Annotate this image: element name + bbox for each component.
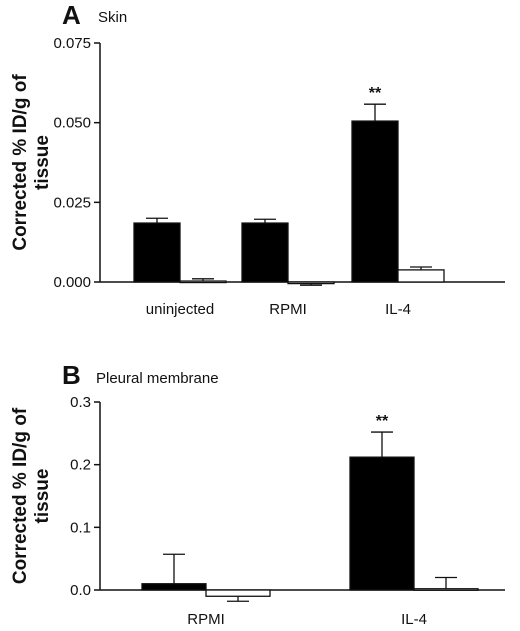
panel-b-letter: B (62, 360, 81, 390)
panel-b-significance-marker: ** (376, 413, 389, 430)
panel-b-y-tick-label: 0.2 (70, 457, 91, 474)
panel-b-bar-il-4-s2 (413, 588, 479, 591)
panel-b-bar-rpmi-s1 (141, 583, 207, 591)
panel-b-y-tick-label: 0.1 (70, 519, 91, 536)
panel-a-category-label-uninjected: uninjected (146, 301, 214, 318)
panel-b-ylabel: Corrected % ID/g oftissue (10, 407, 53, 584)
panel-a-y-tick-label: 0.050 (53, 115, 91, 132)
panel-a-significance-marker: ** (369, 85, 382, 102)
panel-a-ylabel: Corrected % ID/g oftissue (10, 74, 53, 251)
panel-a-bar-rpmi-s1 (241, 222, 289, 283)
panel-b-bar-rpmi-s2 (205, 589, 271, 597)
panel-a-bar-uninjected-s2 (179, 280, 227, 284)
panel-b-y-tick-label: 0.3 (70, 394, 91, 411)
panel-a-bar-il-4-s2 (397, 269, 445, 283)
panel-b-title: Pleural membrane (96, 370, 219, 387)
panel-b-bar-il-4-s1 (349, 456, 415, 591)
panel-a-y-tick-label: 0.075 (53, 35, 91, 52)
panel-a-bar-rpmi-s2 (287, 281, 335, 285)
panel-a-category-label-rpmi: RPMI (269, 301, 307, 318)
panel-a-y-tick-label: 0.025 (53, 194, 91, 211)
panel-a-letter: A (62, 0, 81, 30)
panel-a-title: Skin (98, 9, 127, 26)
panel-b-category-label-rpmi: RPMI (187, 611, 225, 628)
panel-a-bar-uninjected-s1 (133, 222, 181, 283)
panel-b-y-tick-label: 0.0 (70, 582, 91, 599)
panel-a-category-label-il-4: IL-4 (385, 301, 411, 318)
panel-a-y-tick-label: 0.000 (53, 274, 91, 291)
panel-b-category-label-il-4: IL-4 (401, 611, 427, 628)
panel-a-bar-il-4-s1 (351, 120, 399, 283)
